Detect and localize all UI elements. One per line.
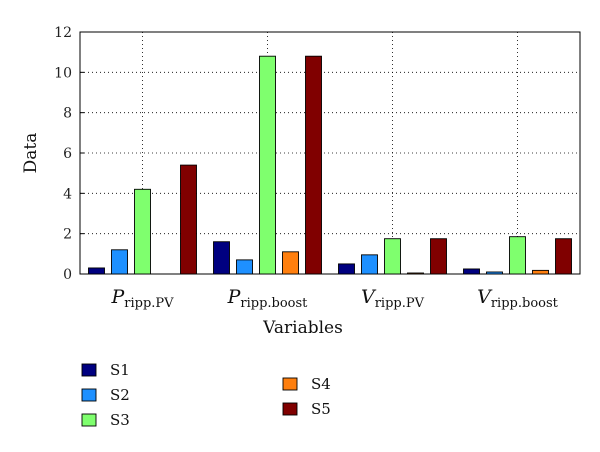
bar-s2-2 <box>236 259 253 275</box>
bar-s4-2 <box>282 251 299 275</box>
legend-item-s1: S1 <box>81 361 130 379</box>
legend: S1 S2 S3 S4 S5 <box>81 361 331 429</box>
legend-item-s5: S5 <box>282 400 331 418</box>
legend-item-s3: S3 <box>81 411 130 429</box>
legend-label: S2 <box>110 386 130 404</box>
bar-s3-2 <box>259 55 276 275</box>
legend-swatch <box>282 377 298 391</box>
bar-s3-1 <box>134 188 151 275</box>
x-tick-label: Pripp.boost <box>227 286 309 311</box>
legend-swatch <box>81 413 97 427</box>
y-tick-label: 0 <box>63 267 72 283</box>
legend-item-s4: S4 <box>282 375 331 393</box>
bars <box>88 55 572 275</box>
bar-s4-4 <box>532 269 549 275</box>
y-tick-label: 12 <box>54 25 72 41</box>
legend-swatch <box>282 402 298 416</box>
bar-s3-3 <box>384 238 401 275</box>
bar-s4-3 <box>407 272 424 275</box>
legend-swatch <box>81 363 97 377</box>
bar-s2-3 <box>361 254 378 275</box>
y-tick-label: 6 <box>63 146 72 162</box>
bar-s5-1 <box>180 164 197 275</box>
x-tick-label: Vripp.boost <box>477 286 559 311</box>
x-tick-label: Vripp.PV <box>361 286 425 311</box>
bar-s3-4 <box>509 236 526 275</box>
x-axis-labels: Pripp.PV Pripp.boost Vripp.PV Vripp.boost <box>110 286 558 311</box>
grid-lines <box>80 32 580 274</box>
legend-label: S3 <box>110 411 130 429</box>
bar-s2-4 <box>486 271 503 275</box>
bar-s2-1 <box>111 249 128 275</box>
plot-area: 0 2 4 6 8 10 12 Pripp.PV Pripp.boost Vripp.PV Vri… <box>54 25 581 311</box>
bar-s1-1 <box>88 267 105 275</box>
x-axis-label: Variables <box>262 318 343 338</box>
y-tick-label: 10 <box>54 65 72 81</box>
y-tick-label: 4 <box>63 186 72 202</box>
bar-s5-4 <box>555 238 572 275</box>
bar-s5-3 <box>430 238 447 275</box>
legend-label: S4 <box>311 375 331 393</box>
y-tick-label: 8 <box>63 106 72 122</box>
x-tick-label: Pripp.PV <box>110 286 174 311</box>
bar-s1-4 <box>463 268 480 275</box>
legend-item-s2: S2 <box>81 386 130 404</box>
bar-s5-2 <box>305 55 322 275</box>
legend-label: S1 <box>110 361 130 379</box>
legend-label: S5 <box>311 400 331 418</box>
legend-swatch <box>81 388 97 402</box>
bar-s1-3 <box>338 263 355 275</box>
y-axis-ticks: 0 2 4 6 8 10 12 <box>54 25 84 283</box>
y-tick-label: 2 <box>63 227 72 243</box>
bar-s1-2 <box>213 241 230 275</box>
y-axis-label: Data <box>21 133 41 174</box>
